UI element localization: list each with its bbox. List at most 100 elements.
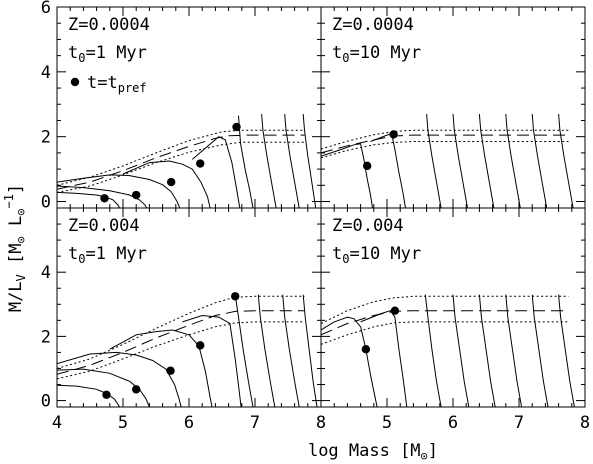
- x-tick-label: 4: [52, 413, 62, 433]
- dotted-lower-curve: [57, 321, 305, 380]
- panel-frame: [320, 207, 586, 408]
- plot-area: [321, 294, 575, 407]
- marker-dot-1: [361, 345, 371, 354]
- track-curve-8: [558, 113, 574, 208]
- plot-area: [57, 292, 318, 407]
- age-label: t0=1 Myr: [68, 43, 147, 65]
- axis-labels: log Mass [M⊙] M/LV [M⊙ L⊙−1]: [2, 184, 438, 463]
- metallicity-label: Z=0.004: [332, 216, 404, 236]
- dashed-curve: [321, 134, 569, 154]
- y-tick-label: 4: [41, 63, 51, 83]
- track-curve-7: [531, 294, 549, 407]
- track-curve-5: [478, 294, 496, 407]
- y-axis-title-L-sub: ⊙: [14, 209, 28, 216]
- track-curve-4: [452, 294, 470, 407]
- dotted-lower-curve: [321, 141, 569, 159]
- y-tick-label: 0: [41, 392, 51, 412]
- track-curve-5: [182, 314, 242, 407]
- track-curve-6: [234, 294, 254, 407]
- track-curve-9: [302, 113, 317, 208]
- track-curve-8: [558, 294, 575, 407]
- marker-dot-2: [389, 130, 398, 139]
- track-curve-9: [302, 294, 318, 407]
- y-tick-label: 6: [41, 0, 51, 18]
- panels: 0 2 4 6 Z=0.0004 t0=1 Myr t=tpref Z=0.0004 t0=10…: [41, 0, 590, 433]
- y-axis-title-sub: V: [14, 274, 28, 281]
- dotted-lower-curve: [321, 321, 569, 345]
- track-curve-3: [57, 174, 181, 208]
- track-curve-1: [321, 316, 378, 407]
- metallicity-label: Z=0.0004: [68, 15, 150, 35]
- track-curve-7: [531, 113, 548, 208]
- track-curve-6: [505, 113, 521, 208]
- marker-dot-1: [102, 390, 111, 400]
- marker-dot-4: [196, 341, 205, 350]
- track-curve-6: [505, 294, 523, 407]
- y-axis-title-units-sub: ⊙: [14, 236, 28, 243]
- track-curve-8: [282, 294, 300, 407]
- legend-marker: [70, 77, 80, 87]
- track-curve-5: [478, 113, 495, 208]
- track-curve-1: [321, 143, 373, 208]
- y-axis-title: M/LV [M⊙ L⊙−1]: [2, 184, 28, 312]
- marker-dot-2: [390, 306, 400, 315]
- y-axis-title-units: [M: [6, 243, 26, 263]
- y-tick-label: 4: [41, 263, 51, 283]
- x-tick-label: 8: [316, 413, 326, 433]
- dotted-upper-curve: [321, 295, 569, 324]
- track-curve-3: [426, 113, 442, 208]
- plot-area: [321, 113, 574, 208]
- plot-area: [57, 113, 317, 208]
- track-curve-6: [238, 115, 254, 208]
- track-curve-4: [109, 329, 213, 407]
- track-curve-2: [370, 132, 406, 208]
- legend-label: t=tpref: [87, 73, 147, 95]
- panel-3: 0 2 4 4 5 6 7 8 Z=0.004 t0=1 Myr: [41, 207, 326, 433]
- track-curve-7: [261, 113, 277, 208]
- marker-dot-2: [132, 190, 141, 200]
- x-tick-label: 8: [580, 413, 590, 433]
- age-label: t0=10 Myr: [332, 43, 421, 65]
- y-axis-title-space: [6, 264, 26, 274]
- metallicity-label: Z=0.0004: [332, 15, 414, 35]
- x-axis-title: log Mass [M⊙]: [308, 441, 438, 463]
- marker-dot-5: [232, 122, 241, 132]
- marker-dot-2: [132, 385, 141, 394]
- y-axis-title-close: ]: [6, 184, 26, 194]
- dashed-curve: [57, 134, 305, 190]
- y-axis-title-L: L: [6, 216, 26, 236]
- marker-dot-1: [363, 161, 372, 171]
- x-axis-title-main: log Mass [M: [308, 441, 421, 461]
- age-label: t0=1 Myr: [68, 244, 147, 266]
- x-axis-title-end: ]: [428, 441, 438, 461]
- x-tick-label: 6: [448, 413, 458, 433]
- dotted-upper-curve: [57, 295, 305, 369]
- x-tick-label: 7: [250, 413, 260, 433]
- track-curve-4: [122, 160, 211, 208]
- marker-dot-5: [231, 292, 240, 301]
- panel-frame: [56, 6, 322, 209]
- age-label: t0=10 Myr: [332, 244, 421, 266]
- dotted-upper-curve: [321, 129, 569, 150]
- panel-2: Z=0.0004 t0=10 Myr: [320, 6, 586, 209]
- y-tick-label: 0: [41, 193, 51, 213]
- marker-dot-3: [166, 177, 176, 187]
- panel-4: 5 6 7 8 Z=0.004 t0=10 Myr: [320, 207, 590, 433]
- panel-frame: [56, 207, 322, 408]
- y-tick-label: 2: [41, 128, 51, 148]
- panel-frame: [320, 6, 586, 209]
- y-axis-title-sup: −1: [2, 194, 16, 208]
- x-axis-title-sub: ⊙: [421, 449, 428, 463]
- track-curve-3: [424, 294, 442, 407]
- dashed-curve: [321, 310, 569, 336]
- y-axis-title-main: M/L: [6, 281, 26, 312]
- marker-dot-1: [100, 194, 109, 203]
- x-tick-label: 5: [382, 413, 392, 433]
- y-tick-label: 2: [41, 327, 51, 347]
- metallicity-label: Z=0.004: [68, 216, 140, 236]
- track-curve-2: [57, 368, 150, 407]
- track-curve-5: [191, 136, 241, 208]
- marker-dot-4: [196, 159, 205, 168]
- panel-1: 0 2 4 6 Z=0.0004 t0=1 Myr t=tpref: [41, 0, 322, 213]
